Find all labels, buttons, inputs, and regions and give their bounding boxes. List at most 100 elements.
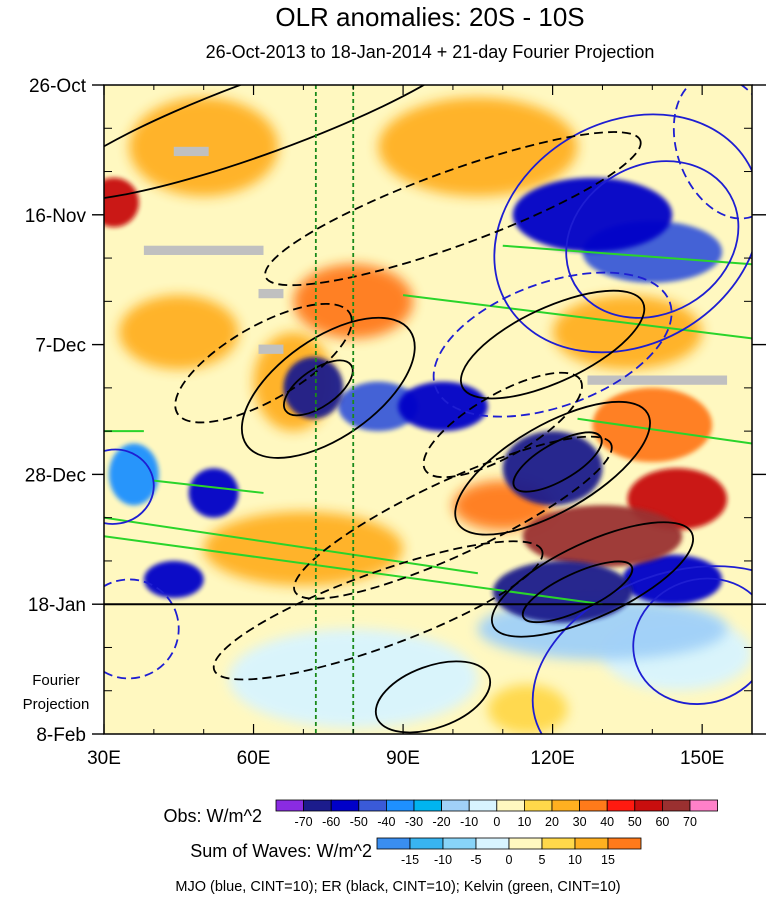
obs-colorbar-tick-label: 60 <box>655 815 669 829</box>
anomaly-blob <box>512 177 673 252</box>
obs-colorbar-swatch <box>524 799 553 812</box>
obs-colorbar-swatch <box>330 799 360 812</box>
obs-colorbar-swatch <box>496 799 525 812</box>
chart-subtitle: 26-Oct-2013 to 18-Jan-2014 + 21-day Four… <box>206 42 655 62</box>
projection-label-line1: Fourier <box>32 672 80 689</box>
anomaly-blob <box>522 505 683 568</box>
obs-colorbar-swatch <box>634 799 663 812</box>
waves-colorbar: -15 -10 -5 0 5 10 15 <box>376 837 642 867</box>
y-tick-label: 26-Oct <box>29 76 87 97</box>
x-tick-label: 120E <box>530 748 574 769</box>
anomaly-blob <box>592 387 713 463</box>
axes: 30E 60E 90E 120E 150E 26-Oct 16-Nov 7-Dec 28-Dec… <box>25 76 766 769</box>
plot-area <box>104 85 752 734</box>
mjo-contour <box>565 160 740 319</box>
x-tick-label: 90E <box>386 748 420 769</box>
obs-colorbar-swatch <box>303 799 332 812</box>
olr-anomaly-field <box>104 97 752 734</box>
missing-data-layer <box>143 146 728 385</box>
obs-colorbar-swatch <box>579 799 608 812</box>
x-tick-label: 60E <box>237 748 271 769</box>
anomaly-blob <box>118 295 239 370</box>
obs-colorbar-swatch <box>689 799 719 812</box>
y-tick-label: 7-Dec <box>35 336 86 357</box>
projection-label-line2: Projection <box>23 696 90 713</box>
waves-colorbar-tick-label: -15 <box>401 853 419 867</box>
er-contour <box>454 400 651 536</box>
waves-colorbar-swatch <box>442 837 477 850</box>
contour-legend: MJO (blue, CINT=10); ER (black, CINT=10)… <box>175 879 620 895</box>
waves-colorbar-tick-label: 15 <box>601 853 615 867</box>
waves-colorbar-tick-label: 5 <box>539 853 546 867</box>
obs-colorbar-tick-label: 70 <box>683 815 697 829</box>
obs-colorbar-swatch <box>606 799 636 812</box>
er-contour <box>422 371 583 479</box>
er-contour <box>512 431 603 493</box>
missing-data-box <box>587 375 728 385</box>
missing-data-box <box>173 146 209 157</box>
anomaly-blob <box>378 97 578 197</box>
obs-colorbar-tick-label: -40 <box>377 815 395 829</box>
mjo-contour <box>531 565 752 734</box>
kelvin-contour <box>402 294 752 340</box>
chart-title: OLR anomalies: 20S - 10S <box>275 2 584 32</box>
reference-longitude-lines <box>314 85 355 734</box>
obs-colorbar-tick-label: -60 <box>322 815 340 829</box>
plot-frame <box>103 84 753 735</box>
missing-data-box <box>143 245 264 255</box>
waves-colorbar-tick-label: -10 <box>434 853 452 867</box>
waves-colorbar-swatch <box>508 837 543 850</box>
missing-data-box <box>258 288 284 299</box>
er-contour <box>374 660 492 734</box>
er-contour <box>293 435 613 600</box>
anomaly-blob <box>398 381 488 432</box>
er-contour <box>521 560 634 624</box>
er-contour <box>212 540 544 681</box>
kelvin-contour <box>577 417 752 445</box>
mjo-contours <box>104 85 752 734</box>
obs-colorbar-tick-label: -50 <box>350 815 368 829</box>
obs-colorbar-tick-label: -30 <box>405 815 423 829</box>
obs-colorbar-swatch <box>275 799 305 812</box>
anomaly-blob <box>188 468 239 518</box>
er-contour <box>283 359 354 417</box>
obs-colorbar: -70 -60 -50 -40 -30 -20 -10 0 10 20 30 40 50 60 70 <box>275 799 719 829</box>
obs-colorbar-swatch <box>441 799 470 812</box>
anomaly-blob <box>338 381 419 432</box>
x-tick-label: 150E <box>680 748 724 769</box>
er-contour <box>490 521 695 638</box>
er-contour <box>240 316 416 459</box>
obs-colorbar-tick-label: -10 <box>460 815 478 829</box>
anomaly-blob <box>228 628 478 728</box>
mjo-contour <box>632 577 752 705</box>
y-tick-label: 18-Jan <box>28 595 86 616</box>
mjo-contour <box>104 578 180 680</box>
obs-colorbar-swatch <box>662 799 691 812</box>
waves-colorbar-tick-label: 0 <box>506 853 513 867</box>
kelvin-contour <box>153 479 264 494</box>
waves-colorbar-label: Sum of Waves: W/m^2 <box>190 841 372 861</box>
waves-colorbar-swatch <box>475 837 510 850</box>
obs-colorbar-tick-label: 40 <box>600 815 614 829</box>
obs-colorbar-label: Obs: W/m^2 <box>164 806 262 826</box>
waves-colorbar-tick-label: 10 <box>568 853 582 867</box>
mjo-contour <box>104 448 155 525</box>
obs-colorbar-tick-label: 0 <box>493 815 500 829</box>
obs-colorbar-swatch <box>358 799 387 812</box>
er-contour <box>104 85 476 202</box>
anomaly-blob <box>487 684 568 734</box>
er-contour <box>264 131 642 287</box>
anomaly-blob <box>104 177 139 228</box>
obs-colorbar-tick-label: 10 <box>517 815 531 829</box>
anomaly-blob <box>203 511 404 586</box>
er-contour <box>174 302 353 424</box>
waves-colorbar-swatch <box>376 837 411 850</box>
y-tick-label: 8-Feb <box>36 725 86 746</box>
anomaly-blob <box>492 560 633 623</box>
waves-colorbar-swatch <box>541 837 576 850</box>
kelvin-contour <box>502 244 752 266</box>
x-tick-label: 30E <box>87 748 121 769</box>
kelvin-contour <box>104 516 478 575</box>
mjo-contour <box>432 271 673 418</box>
